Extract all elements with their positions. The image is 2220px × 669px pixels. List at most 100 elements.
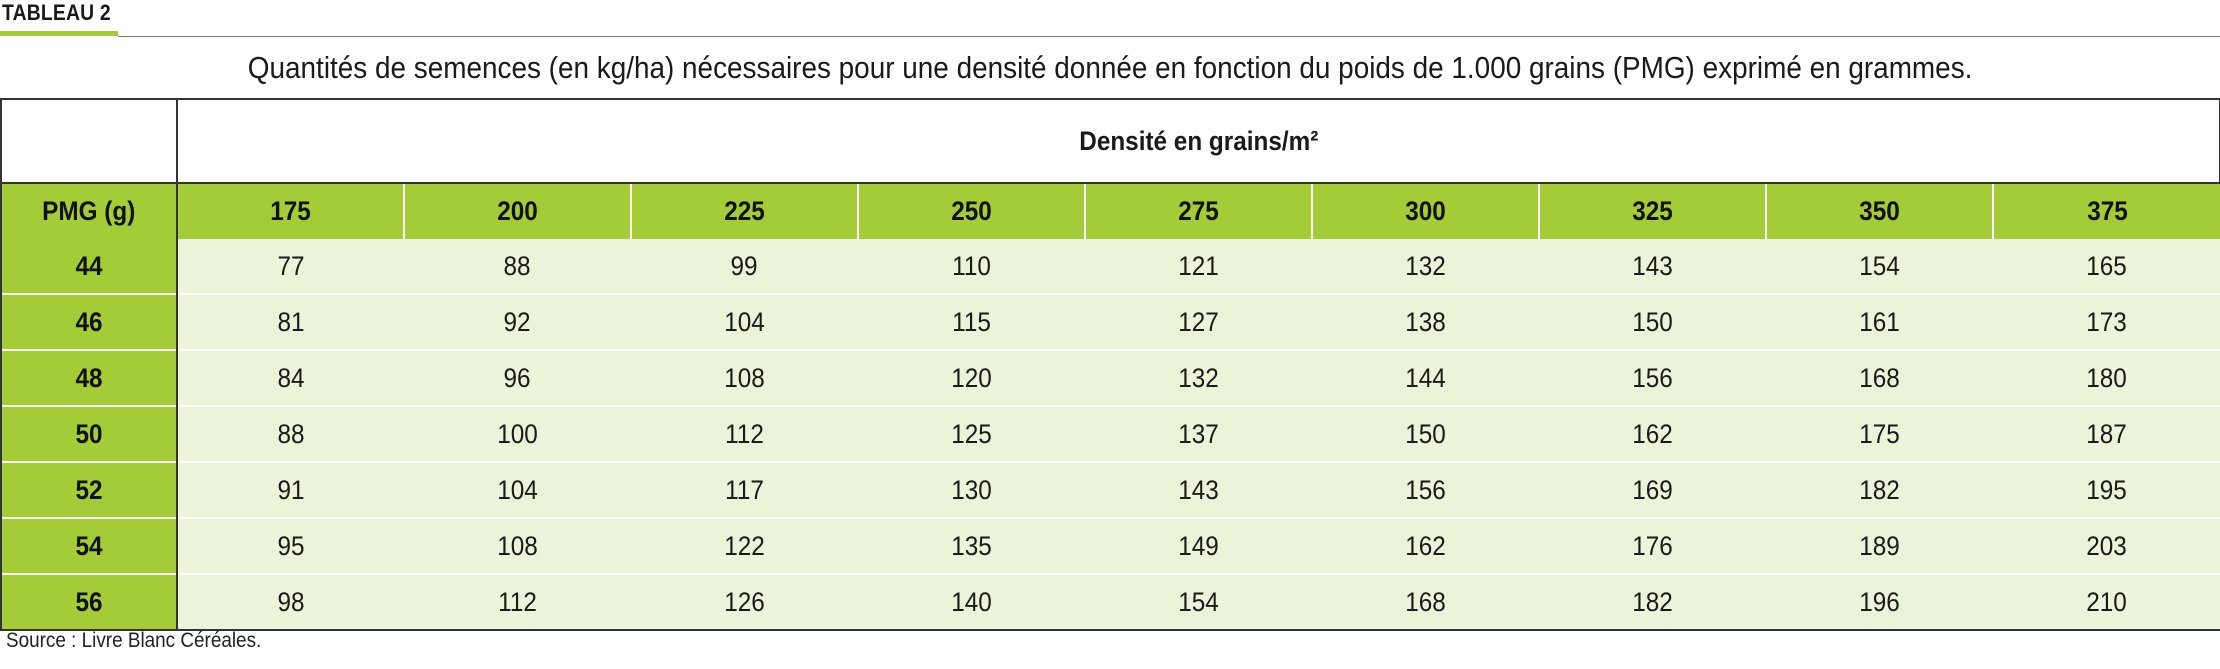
seed-quantity-table: Densité en grains/m² PMG (g) 175 200 225 25…: [0, 98, 2220, 631]
table-cell: 195: [1993, 461, 2220, 518]
cell-value: 98: [277, 586, 305, 617]
table-row: 52 91 104 117 130 143 156 169 182 195: [0, 461, 2220, 518]
density-header-value: 200: [497, 196, 538, 226]
table-row: 48 84 96 108 120 132 144 156 168 180: [0, 349, 2220, 406]
cell-value: 115: [952, 306, 991, 337]
pmg-row-header: 52: [0, 461, 178, 518]
cell-value: 189: [1859, 530, 1900, 561]
table-cell: 182: [1766, 461, 1993, 518]
cell-value: 210: [2086, 586, 2127, 617]
cell-value: 132: [1178, 362, 1219, 393]
cell-value: 150: [1632, 306, 1673, 337]
cell-value: 182: [1632, 586, 1673, 617]
table-cell: 112: [404, 573, 631, 631]
cell-value: 95: [277, 530, 305, 561]
table-cell: 150: [1539, 293, 1766, 350]
caption-text: Quantités de semences (en kg/ha) nécessa…: [247, 50, 1973, 85]
table-cell: 108: [631, 349, 858, 406]
table-cell: 104: [631, 293, 858, 350]
density-header-cell: 350: [1765, 183, 1993, 239]
table-cell: 100: [404, 405, 631, 462]
table-cell: 162: [1312, 517, 1539, 574]
cell-value: 138: [1405, 306, 1446, 337]
table-cell: 168: [1766, 349, 1993, 406]
density-header-cell: 325: [1538, 183, 1766, 239]
cell-value: 91: [277, 474, 305, 505]
table-cell: 120: [858, 349, 1085, 406]
table-cell: 96: [404, 349, 631, 406]
cell-value: 77: [277, 250, 305, 281]
table-cell: 98: [177, 573, 404, 631]
table-cell: 125: [858, 405, 1085, 462]
table-cell: 132: [1085, 349, 1312, 406]
cell-value: 120: [951, 362, 992, 393]
cell-value: 140: [951, 586, 992, 617]
cell-value: 203: [2086, 530, 2127, 561]
table-cell: 137: [1085, 405, 1312, 462]
pmg-row-header: 54: [0, 517, 178, 574]
cell-value: 162: [1632, 418, 1673, 449]
cell-value: 117: [725, 474, 764, 505]
cell-value: 108: [724, 362, 765, 393]
table-cell: 122: [631, 517, 858, 574]
table-cell: 210: [1993, 573, 2220, 631]
pmg-column-header: PMG (g): [0, 183, 178, 239]
table-cell: 127: [1085, 293, 1312, 350]
table-cell: 169: [1539, 461, 1766, 518]
table-cell: 203: [1993, 517, 2220, 574]
divider: [118, 36, 2220, 37]
cell-value: 130: [951, 474, 992, 505]
density-header-cell: 175: [177, 183, 404, 239]
cell-value: 168: [1405, 586, 1446, 617]
table-cell: 104: [404, 461, 631, 518]
table-cell: 112: [631, 405, 858, 462]
table-cell: 108: [404, 517, 631, 574]
cell-value: 168: [1859, 362, 1900, 393]
density-group-header-text: Densité en grains/m²: [1079, 125, 1319, 156]
cell-value: 122: [724, 530, 765, 561]
cell-value: 156: [1405, 474, 1446, 505]
table-cell: 117: [631, 461, 858, 518]
table-cell: 135: [858, 517, 1085, 574]
pmg-row-header: 46: [0, 293, 178, 350]
cell-value: 127: [1178, 306, 1219, 337]
cell-value: 195: [2086, 474, 2127, 505]
pmg-row-header: 44: [0, 239, 178, 294]
table-cell: 156: [1312, 461, 1539, 518]
cell-value: 88: [277, 418, 305, 449]
density-header-cell: 250: [857, 183, 1085, 239]
cell-value: 162: [1405, 530, 1446, 561]
pmg-row-header: 56: [0, 573, 178, 631]
table-caption: Quantités de semences (en kg/ha) nécessa…: [0, 48, 2220, 88]
cell-value: 108: [497, 530, 538, 561]
pmg-value: 44: [75, 250, 103, 281]
pmg-value: 48: [75, 362, 103, 393]
cell-value: 88: [503, 250, 532, 281]
table-row: 50 88 100 112 125 137 150 162 175 187: [0, 405, 2220, 462]
density-group-header: Densité en grains/m²: [177, 98, 2220, 184]
table-cell: 149: [1085, 517, 1312, 574]
cell-value: 112: [725, 418, 764, 449]
cell-value: 182: [1859, 474, 1900, 505]
table-cell: 156: [1539, 349, 1766, 406]
density-header-value: 300: [1405, 196, 1446, 226]
cell-value: 92: [503, 306, 532, 337]
table-cell: 91: [177, 461, 404, 518]
table-cell: 143: [1085, 461, 1312, 518]
pmg-row-header: 48: [0, 349, 178, 406]
density-header-cell: 275: [1084, 183, 1312, 239]
density-header-cell: 375: [1991, 183, 2220, 239]
table-cell: 143: [1539, 239, 1766, 294]
table-cell: 161: [1766, 293, 1993, 350]
cell-value: 173: [2086, 306, 2127, 337]
cell-value: 156: [1632, 362, 1673, 393]
cell-value: 96: [503, 362, 532, 393]
table-row: 54 95 108 122 135 149 162 176 189 203: [0, 517, 2220, 574]
table-cell: 175: [1766, 405, 1993, 462]
table-cell: 132: [1312, 239, 1539, 294]
table-cell: 84: [177, 349, 404, 406]
pmg-value: 52: [75, 474, 103, 505]
cell-value: 143: [1632, 250, 1673, 281]
table-cell: 154: [1085, 573, 1312, 631]
table-cell: 176: [1539, 517, 1766, 574]
